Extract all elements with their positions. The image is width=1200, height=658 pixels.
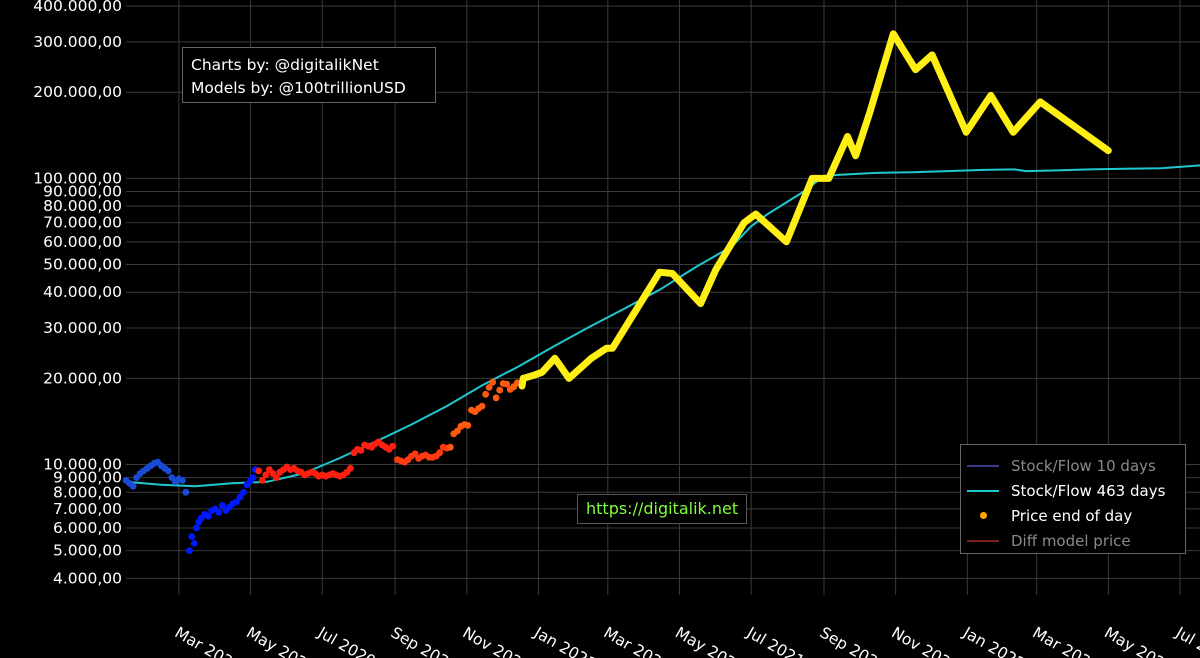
price-point	[249, 474, 257, 481]
legend-label-sf463: Stock/Flow 463 days	[1011, 481, 1166, 500]
price-point	[454, 427, 461, 435]
y-tick-label: 4.000,00	[53, 569, 122, 587]
x-tick-label: Sep 2021	[817, 624, 890, 658]
y-axis-tick-labels: 4.000,00 5.000,00 6.000,007.000,008.000,00…	[33, 0, 122, 587]
y-tick-label: 20.000,00	[43, 369, 122, 387]
x-tick-label: May 2021	[672, 624, 747, 658]
legend-label-diff: Diff model price	[1011, 531, 1131, 550]
legend-item-diff[interactable]: Diff model price	[961, 528, 1185, 553]
x-tick-label: Sep 2020	[388, 624, 461, 658]
y-tick-label: 200.000,00	[33, 83, 122, 101]
y-tick-label: 6.000,00	[53, 519, 122, 537]
price-point	[496, 386, 504, 394]
y-tick-label: 400.000,00	[33, 0, 122, 15]
price-point	[182, 488, 190, 496]
price-point	[357, 447, 365, 454]
x-tick-label: May 2020	[243, 624, 318, 658]
price-point	[233, 498, 240, 506]
credits-models-by: Models by: @100trillionUSD	[191, 79, 406, 97]
y-tick-label: 40.000,00	[43, 283, 122, 301]
legend-item-sf10[interactable]: Stock/Flow 10 days	[961, 453, 1185, 478]
series-line-price-yellow	[518, 30, 1112, 390]
y-tick-label: 80.000,00	[43, 197, 122, 215]
legend-swatch-sf463	[967, 489, 999, 492]
legend-swatch-diff	[967, 539, 999, 542]
y-tick-label: 50.000,00	[43, 256, 122, 274]
y-tick-label: 9.000,00	[53, 469, 122, 487]
website-link[interactable]: https://digitalik.net	[577, 494, 748, 524]
price-point	[204, 512, 212, 520]
y-tick-label: 7.000,00	[53, 500, 122, 518]
x-tick-label: Nov 2021	[888, 624, 962, 658]
price-point	[215, 509, 223, 516]
y-tick-label: 8.000,00	[53, 483, 122, 501]
price-point	[186, 547, 193, 555]
series-line-sf463	[125, 164, 1200, 488]
price-point	[482, 390, 489, 398]
credits-charts-by: Charts by: @digitalikNet	[191, 56, 379, 74]
price-point	[436, 449, 444, 457]
price-point	[193, 524, 200, 532]
price-point	[485, 384, 493, 391]
x-tick-label: Mar 2021	[601, 624, 674, 658]
price-point	[179, 477, 186, 484]
legend-label-sf10: Stock/Flow 10 days	[1011, 456, 1156, 475]
y-tick-label: 300.000,00	[33, 33, 122, 51]
x-tick-label: Mar 2022	[1029, 624, 1102, 658]
credits-box: Charts by: @digitalikNet Models by: @100…	[182, 47, 436, 103]
price-point	[236, 493, 244, 501]
price-point	[389, 442, 397, 450]
price-point	[503, 380, 511, 388]
x-tick-label: Jul 2020	[314, 623, 378, 658]
price-point	[164, 467, 172, 475]
legend: Stock/Flow 10 days Stock/Flow 463 days P…	[960, 444, 1186, 554]
legend-swatch-price	[967, 512, 999, 519]
price-point	[446, 443, 454, 451]
price-point	[347, 464, 354, 472]
price-point	[190, 540, 198, 547]
y-tick-label: 70.000,00	[43, 214, 122, 232]
x-tick-label: Jul 2022	[1172, 623, 1200, 658]
price-point	[489, 378, 496, 386]
price-point	[262, 471, 270, 479]
x-tick-label: Nov 2020	[459, 624, 533, 658]
price-point	[464, 422, 472, 429]
x-tick-label: Jul 2021	[743, 623, 807, 658]
price-point	[240, 488, 247, 496]
price-point	[411, 450, 419, 458]
y-tick-label: 60.000,00	[43, 233, 122, 251]
y-tick-label: 5.000,00	[53, 542, 122, 560]
price-point	[273, 474, 280, 481]
price-point	[492, 394, 500, 402]
price-point	[258, 477, 266, 484]
series-layer	[122, 30, 1200, 555]
price-point	[188, 533, 196, 540]
price-point	[478, 402, 486, 410]
legend-item-price[interactable]: Price end of day	[961, 503, 1185, 528]
y-tick-label: 30.000,00	[43, 319, 122, 337]
legend-item-sf463[interactable]: Stock/Flow 463 days	[961, 478, 1185, 503]
x-tick-label: Mar 2020	[172, 624, 245, 658]
x-tick-label: Jan 2021	[530, 623, 599, 658]
y-tick-label: 10.000,00	[43, 456, 122, 474]
x-tick-label: Jan 2022	[959, 623, 1028, 658]
price-point	[129, 482, 137, 490]
price-point	[219, 502, 226, 509]
y-tick-label: 100.000,00	[33, 169, 122, 187]
y-tick-label: 90.000,00	[43, 182, 122, 200]
x-tick-label: May 2022	[1101, 624, 1176, 658]
legend-swatch-sf10	[967, 464, 999, 467]
price-point	[255, 467, 263, 475]
legend-label-price: Price end of day	[1011, 506, 1133, 525]
